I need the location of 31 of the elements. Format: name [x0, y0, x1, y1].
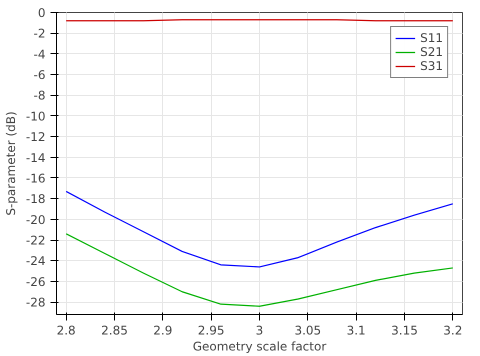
line-series [66, 190, 454, 268]
x-tick-label: 3.1 [346, 324, 366, 338]
legend-label: S11 [420, 31, 443, 45]
y-tick-label: -10 [26, 109, 46, 124]
y-tick-label: -12 [26, 130, 46, 144]
y-axis-title: S-parameter (dB) [4, 111, 18, 216]
y-tick-label: -26 [26, 274, 46, 289]
x-tick-label: 3.05 [294, 324, 322, 338]
y-tick-label: 0 [38, 6, 46, 20]
y-tick-label: -20 [26, 212, 46, 227]
x-tick-label: 2.9 [153, 324, 172, 338]
x-tick-label: 3.15 [391, 324, 418, 338]
x-tick-label: 3 [256, 324, 264, 338]
y-tick-label: -14 [26, 150, 46, 165]
x-tick-label: 2.85 [101, 324, 128, 338]
y-tick-label: -6 [34, 68, 46, 82]
legend-label: S21 [420, 45, 443, 59]
y-tick-label: -2 [34, 26, 46, 41]
y-tick-label: -28 [26, 296, 46, 310]
y-tick-label: -22 [26, 234, 46, 248]
legend-label: S31 [420, 59, 443, 73]
x-tick-label: 2.8 [56, 324, 76, 338]
y-tick-label: -16 [26, 171, 46, 186]
y-tick-label: -8 [34, 88, 46, 103]
line-series [66, 233, 454, 307]
x-axis-title: Geometry scale factor [192, 340, 326, 354]
x-tick-label: 3.2 [443, 324, 462, 338]
y-tick-label: -24 [26, 254, 46, 268]
x-tick-label: 2.95 [198, 324, 225, 338]
y-tick-label: -18 [26, 192, 46, 206]
y-tick-label: -4 [34, 47, 46, 62]
